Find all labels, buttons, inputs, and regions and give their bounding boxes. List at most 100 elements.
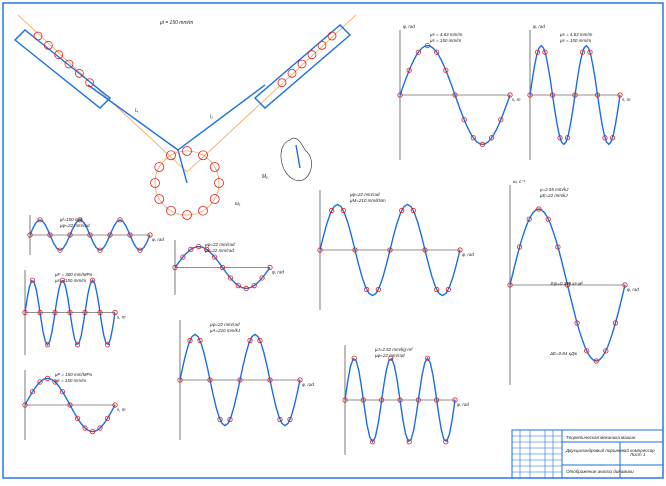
curve-point — [259, 275, 265, 281]
curve-point — [340, 207, 346, 214]
plot-ylabel: φ, rad — [533, 24, 545, 29]
plot-scale1: μF = 150 mm/MPa — [54, 372, 93, 377]
piston-position-marker — [317, 40, 327, 50]
link-left — [87, 84, 179, 151]
title-block: Теоретическая механика машин Двухцилиндр… — [511, 429, 664, 479]
plot-scale2: μs = 150 mm/m — [54, 378, 86, 383]
force-diagram: Mᵧ — [262, 137, 312, 181]
crank-position-marker — [198, 205, 208, 216]
crank-position-marker — [166, 150, 176, 161]
curve-point — [549, 92, 556, 98]
curve — [509, 208, 626, 362]
curve-point — [74, 342, 81, 348]
plot-s-left: μs = 4.63 mm/mμs = 150 mm/m s, m φ, rad — [397, 24, 521, 160]
curve-point — [452, 92, 458, 98]
link-right — [177, 84, 266, 151]
curve — [529, 44, 621, 146]
curve-point — [137, 247, 143, 253]
mechanism-view: μl = 150 mm/m l₄ l₂ ω₁ — [13, 14, 357, 220]
curve-point — [342, 397, 348, 403]
curve-point — [410, 207, 416, 214]
curve-point — [434, 397, 440, 403]
curve-point — [593, 358, 599, 364]
plot-scale1: μφ=22 mm/rad — [349, 192, 380, 197]
curve-point — [397, 92, 403, 98]
piston-position-marker — [85, 78, 95, 88]
curve-point — [277, 416, 283, 423]
title-block-sheet-name: Отображение анализ динамики — [566, 469, 634, 474]
curve-point — [516, 244, 523, 250]
curve-point — [360, 397, 366, 403]
plot-note1: Jпр=0.139 кг·м² — [549, 281, 583, 286]
plot-xlabel: s, m — [512, 97, 521, 102]
crank — [177, 149, 188, 184]
curve-point — [470, 135, 476, 141]
curve-point — [237, 377, 243, 383]
curve-point — [557, 135, 563, 141]
curve-point — [107, 232, 113, 238]
curve-point — [479, 141, 486, 147]
curve-point — [204, 246, 210, 253]
curve-point — [617, 92, 623, 98]
piston-position-marker — [64, 59, 74, 69]
plot-note2: ΔE=0.84 кДж — [549, 351, 578, 356]
curve-point — [180, 254, 186, 260]
curve-point — [297, 377, 303, 383]
curve-point — [257, 337, 263, 344]
crank-position-marker — [166, 205, 176, 216]
plot-s-right: μs = 4.63 mm/mμs = 150 mm/m s, m φ, rad — [527, 24, 631, 160]
label-link-right: l₂ — [210, 114, 213, 120]
curve-point — [104, 415, 111, 421]
curve — [24, 278, 116, 347]
curve-point — [188, 246, 194, 253]
plot-xlabel: φ, rad — [457, 402, 469, 407]
crank-position-marker — [182, 210, 192, 220]
curve-point — [87, 232, 93, 238]
crank-position-marker — [150, 178, 160, 188]
label-omega: ω₁ — [235, 201, 241, 207]
plot-xlabel: φ, rad — [627, 287, 639, 292]
plot-scale2: μE=22 mm/kJ — [539, 193, 568, 198]
curve-point — [399, 207, 405, 214]
curve-point — [82, 309, 88, 316]
curve-point — [59, 389, 66, 395]
curve-point — [147, 232, 153, 238]
curve-point — [434, 49, 440, 55]
piston-position-marker — [277, 78, 287, 88]
piston-position-marker — [307, 50, 317, 60]
plot-xlabel: φ, rad — [272, 270, 284, 275]
sheet-frame — [2, 2, 664, 479]
curve-point — [37, 379, 43, 385]
plot-scale1: μs = 4.63 mm/m — [559, 32, 593, 37]
curve-point — [97, 425, 103, 431]
plot-scale2: μs = 150 mm/m — [54, 278, 86, 283]
curve-point — [247, 337, 253, 344]
curve-point — [545, 216, 551, 222]
curve-point — [227, 416, 233, 423]
label-link-left: l₄ — [135, 108, 138, 114]
plot-scale1: μφ=22 mm/rad — [204, 242, 235, 247]
curve-point — [127, 232, 133, 238]
label-m: Mᵧ — [262, 174, 268, 180]
curve — [179, 333, 301, 427]
crank-position-marker — [154, 162, 165, 172]
piston-position-marker — [327, 31, 337, 41]
curve — [24, 377, 116, 433]
piston-position-marker — [287, 68, 297, 78]
curve-point — [52, 379, 58, 385]
plot-xlabel: s, m — [117, 315, 126, 320]
curve-point — [37, 309, 43, 316]
piston-position-marker — [74, 68, 84, 78]
curve-point — [388, 355, 394, 361]
curve-point — [89, 428, 96, 435]
curve-point — [587, 49, 593, 55]
curve-point — [117, 217, 123, 223]
crank-position-marker — [154, 194, 165, 204]
curve-point — [622, 282, 628, 288]
plot-scale1: μJ=2.52 mm/kg·m² — [374, 347, 413, 352]
curve-point — [452, 397, 458, 403]
curve-point — [594, 92, 601, 98]
